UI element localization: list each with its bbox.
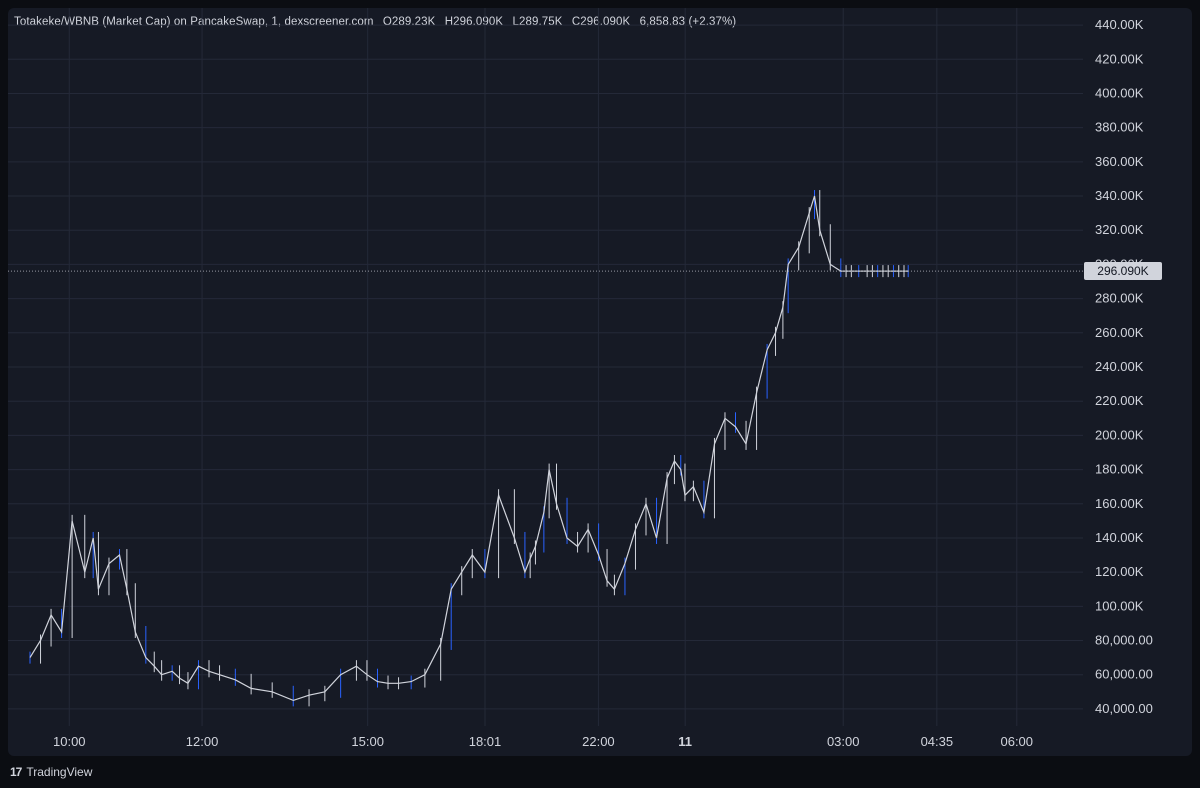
x-tick-label: 11 [678,734,692,749]
y-tick-label: 240.00K [1095,359,1144,374]
y-tick-label: 340.00K [1095,188,1144,203]
grid-lines [8,8,1083,726]
x-tick-label: 12:00 [186,734,219,749]
y-tick-label: 360.00K [1095,154,1144,169]
chart-panel [8,8,1192,756]
y-tick-label: 280.00K [1095,291,1144,306]
y-tick-label: 260.00K [1095,325,1144,340]
x-tick-label: 10:00 [53,734,86,749]
x-tick-label: 04:35 [921,734,954,749]
last-price-label: 296.090K [1084,262,1162,281]
y-tick-label: 400.00K [1095,85,1144,100]
x-tick-label: 22:00 [582,734,615,749]
y-tick-label: 200.00K [1095,427,1144,442]
y-tick-label: 320.00K [1095,222,1144,237]
x-tick-label: 03:00 [827,734,860,749]
y-tick-label: 440.00K [1095,17,1144,32]
tradingview-brand[interactable]: 17 TradingView [10,765,92,779]
y-tick-label: 80,000.00 [1095,633,1153,648]
y-tick-label: 100.00K [1095,598,1144,613]
x-tick-label: 18:01 [469,734,502,749]
y-tick-label: 420.00K [1095,51,1144,66]
y-tick-label: 380.00K [1095,120,1144,135]
y-tick-label: 120.00K [1095,564,1144,579]
y-tick-label: 40,000.00 [1095,701,1153,716]
tradingview-logo-icon: 17 [10,765,22,779]
x-tick-label: 15:00 [351,734,384,749]
y-tick-label: 60,000.00 [1095,667,1153,682]
y-tick-label: 140.00K [1095,530,1144,545]
price-series [29,190,909,707]
y-tick-label: 160.00K [1095,496,1144,511]
time-axis[interactable]: 10:00 12:00 15:00 18:01 22:00 11 03:00 04:35 06:… [53,734,1033,749]
brand-name: TradingView [26,765,93,779]
price-line [29,195,909,702]
y-tick-label: 220.00K [1095,393,1144,408]
price-axis[interactable]: 440.00K 420.00K 400.00K 380.00K 360.00K 340.0… [1095,17,1153,716]
y-tick-label: 180.00K [1095,462,1144,477]
x-tick-label: 06:00 [1000,734,1033,749]
